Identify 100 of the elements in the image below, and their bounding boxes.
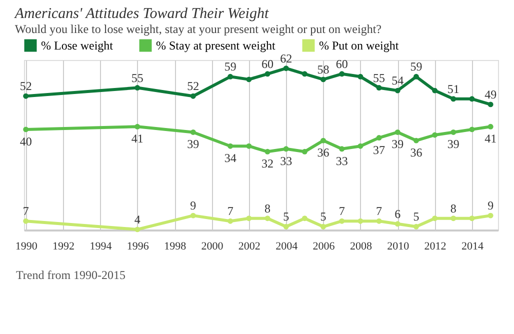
data-label: 7 <box>227 204 234 218</box>
data-label: 39 <box>392 137 404 152</box>
point <box>469 96 475 102</box>
point <box>358 218 364 224</box>
point <box>320 224 326 230</box>
data-label: 39 <box>447 137 460 152</box>
point <box>246 216 252 222</box>
point <box>302 148 308 154</box>
data-label: 36 <box>410 146 422 160</box>
point <box>469 126 475 132</box>
x-tick-label: 1998 <box>164 240 187 252</box>
data-label: 5 <box>413 210 420 224</box>
point <box>190 129 196 135</box>
x-tick-label: 2000 <box>201 240 224 252</box>
point <box>190 93 196 99</box>
point <box>358 143 364 149</box>
data-label: 60 <box>336 56 348 71</box>
data-label: 34 <box>224 151 236 166</box>
data-label: 7 <box>22 204 29 218</box>
point <box>320 138 326 144</box>
point <box>394 221 400 227</box>
point <box>264 148 270 154</box>
point <box>283 146 289 152</box>
point <box>190 212 196 218</box>
data-label: 9 <box>488 198 494 213</box>
point <box>488 102 494 108</box>
data-label: 55 <box>131 70 144 85</box>
data-label: 49 <box>484 87 497 102</box>
point <box>432 88 438 94</box>
point <box>302 71 308 77</box>
point <box>23 126 29 132</box>
data-label: 36 <box>317 146 330 160</box>
data-label: 39 <box>187 137 200 152</box>
point <box>264 71 270 77</box>
point <box>339 71 345 77</box>
data-label: 55 <box>373 70 386 85</box>
data-label: 7 <box>376 204 382 218</box>
point <box>413 224 419 230</box>
point <box>376 135 382 141</box>
data-label: 33 <box>280 154 292 168</box>
data-label: 41 <box>131 132 144 146</box>
point <box>283 66 289 72</box>
text: Trend from 1990-2015 <box>16 268 126 282</box>
point <box>432 132 438 138</box>
point <box>23 93 29 99</box>
data-label: 41 <box>484 132 497 146</box>
x-tick-label: 2014 <box>461 240 484 252</box>
point <box>376 85 382 91</box>
data-label: 60 <box>262 56 274 71</box>
legend-label: % Lose weight <box>41 38 114 53</box>
point <box>413 74 419 80</box>
data-label: 8 <box>264 201 271 216</box>
x-tick-label: 2002 <box>238 240 260 252</box>
point <box>450 216 456 222</box>
data-label: 59 <box>224 60 236 74</box>
data-label: 59 <box>410 60 422 74</box>
data-label: 8 <box>450 201 456 216</box>
x-tick-label: 1994 <box>90 240 112 252</box>
data-label: 52 <box>20 79 32 94</box>
x-tick-label: 1990 <box>15 240 38 252</box>
x-tick-label: 2010 <box>387 240 410 252</box>
data-label: 7 <box>338 204 345 218</box>
point <box>376 218 382 224</box>
x-tick-label: 1992 <box>52 240 75 252</box>
data-label: 40 <box>20 134 32 148</box>
point <box>246 143 252 149</box>
x-tick-label: 2006 <box>312 240 336 252</box>
point <box>134 124 140 130</box>
point <box>228 218 234 224</box>
point <box>246 76 252 82</box>
point <box>264 216 270 222</box>
data-label: 54 <box>392 74 404 88</box>
point <box>488 212 494 218</box>
x-tick-label: 2008 <box>350 240 372 252</box>
point <box>228 74 234 80</box>
point <box>339 218 345 224</box>
x-tick-label: 1996 <box>126 240 150 252</box>
legend-label: % Stay at present weight <box>156 38 276 53</box>
point <box>339 146 345 152</box>
data-label: 51 <box>447 82 460 96</box>
point <box>469 216 475 222</box>
point <box>413 138 419 144</box>
point <box>394 88 400 94</box>
data-label: 5 <box>283 210 290 224</box>
point <box>302 216 308 222</box>
point <box>358 74 364 80</box>
point <box>23 218 29 224</box>
point <box>450 129 456 135</box>
data-label: 9 <box>190 198 196 213</box>
data-label: 37 <box>373 142 386 157</box>
data-label: 5 <box>320 210 326 224</box>
chart-title: Americans' Attitudes Toward Their Weight <box>14 6 270 22</box>
point <box>320 76 326 82</box>
point <box>488 124 494 130</box>
data-label: 58 <box>317 62 330 76</box>
point <box>450 96 456 102</box>
point <box>432 216 438 222</box>
point <box>134 226 140 232</box>
chart-subtitle: Would you like to lose weight, stay at your present weight or put on weight? <box>14 22 382 36</box>
data-label: 32 <box>262 156 274 171</box>
